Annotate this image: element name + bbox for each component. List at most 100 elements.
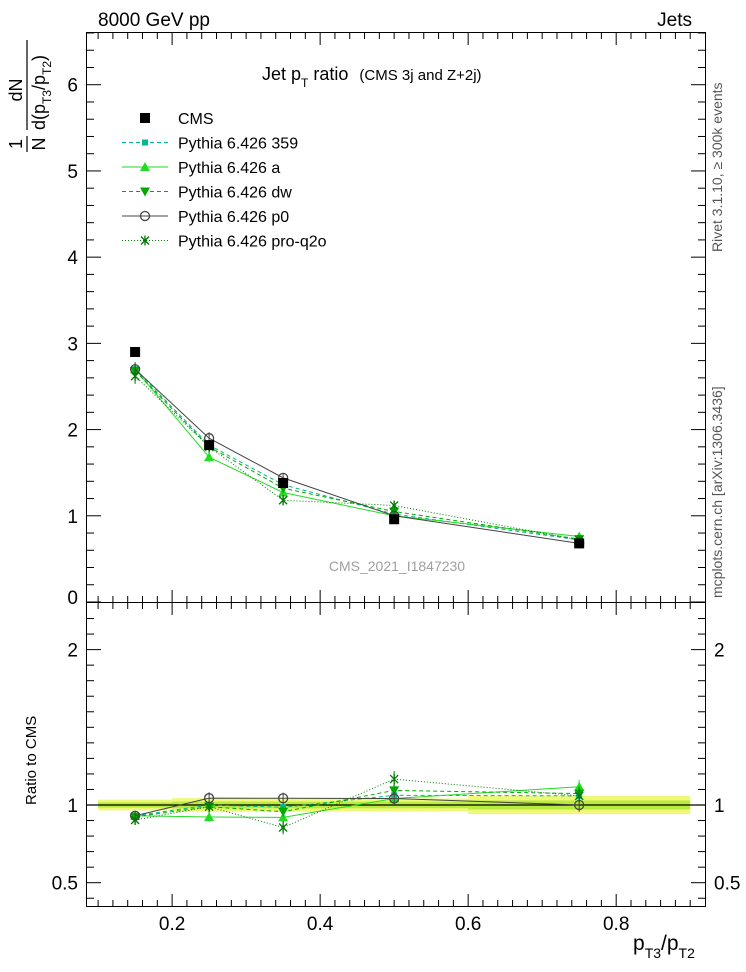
title-main-tail: ratio xyxy=(308,64,348,84)
series-cms xyxy=(130,346,585,549)
legend-entry-p359: Pythia 6.426 359 xyxy=(122,136,298,153)
legend-entry-dw: Pythia 6.426 dw xyxy=(122,185,292,202)
ratio-y-tick-label: 0.5 xyxy=(52,874,78,895)
ylabel-deriv-den: d(pT3/pT2) xyxy=(29,55,54,130)
main-y-tick-label: 2 xyxy=(67,421,78,442)
title-main: Jet p xyxy=(262,64,301,84)
ratio-marker-proq2o xyxy=(204,801,214,812)
ratio-y-tick-label-right: 2 xyxy=(714,641,725,662)
ratio-marker-proq2o xyxy=(389,774,399,785)
main-series-layer xyxy=(129,346,585,549)
ratio-series-layer xyxy=(129,771,585,835)
legend-label-cms: CMS xyxy=(178,111,214,128)
x-tick-label: 0.4 xyxy=(307,914,334,935)
ylabel-sub1: T3 xyxy=(40,90,54,104)
marker-cms xyxy=(204,440,215,451)
main-axis-ticks: 0 1 2 3 4 5 6 xyxy=(67,32,705,609)
ratio-marker-proq2o xyxy=(574,790,584,801)
legend-marker-cms xyxy=(140,113,150,123)
legend-entry-a: Pythia 6.426 a xyxy=(122,160,280,177)
ratio-y-tick-label: 1 xyxy=(67,796,78,817)
main-y-tick-label: 5 xyxy=(67,162,78,183)
plot-title: Jet pT ratio (CMS 3j and Z+2j) xyxy=(262,64,482,90)
rivet-label: Rivet 3.1.10, ≥ 300k events xyxy=(709,82,725,252)
main-y-axis-label: 1 N dN d(pT3/pT2) xyxy=(6,40,54,152)
main-y-tick-label: 0 xyxy=(67,588,78,609)
ratio-panel-frame xyxy=(86,602,706,907)
analysis-watermark: CMS_2021_I1847230 xyxy=(329,558,465,574)
ratio-marker-proq2o xyxy=(130,815,140,826)
ratio-y-tick-label-right: 0.5 xyxy=(714,874,740,895)
process-label: Jets xyxy=(657,10,692,31)
legend-entry-p0: Pythia 6.426 p0 xyxy=(122,209,289,226)
series-line-proq2o xyxy=(134,375,580,541)
ratio-axis-ticks: 0.2 0.4 0.6 0.8 0.5 0.5 1 1 2 2 xyxy=(52,603,740,935)
ratio-marker-p0 xyxy=(277,793,289,804)
series-line-dw xyxy=(134,370,580,540)
xlabel-p1: p xyxy=(633,932,645,955)
xlabel-s2: T2 xyxy=(679,945,696,961)
title-detail: (CMS 3j and Z+2j) xyxy=(359,67,481,84)
ratio-y-tick-label-right: 1 xyxy=(714,796,725,817)
legend-label-p359: Pythia 6.426 359 xyxy=(178,136,298,153)
series-dw xyxy=(130,364,585,545)
x-tick-label: 0.8 xyxy=(603,914,629,935)
marker-dw xyxy=(389,507,400,517)
x-tick-label: 0.2 xyxy=(159,914,185,935)
ylabel-frac-den: N xyxy=(29,138,49,151)
ratio-y-axis-label: Ratio to CMS xyxy=(23,716,40,805)
legend-label-p0: Pythia 6.426 p0 xyxy=(178,209,289,226)
legend-entry-proq2o: Pythia 6.426 pro-q2o xyxy=(122,234,327,251)
marker-proq2o xyxy=(278,495,288,506)
xlabel-slash: /p xyxy=(661,932,679,955)
legend-label-dw: Pythia 6.426 dw xyxy=(178,185,292,202)
series-line-a xyxy=(134,368,580,537)
main-y-tick-label: 6 xyxy=(67,76,78,97)
legend-marker-p0 xyxy=(139,210,151,222)
marker-cms xyxy=(389,514,400,525)
marker-cms xyxy=(278,478,289,489)
ratio-marker-dw xyxy=(389,786,400,796)
main-y-tick-label: 1 xyxy=(67,507,78,528)
title-main-sub: T xyxy=(301,76,309,90)
ylabel-slash: /p xyxy=(29,75,49,90)
legend-marker-p359 xyxy=(142,139,148,146)
series-p359 xyxy=(132,362,583,543)
site-label: mcplots.cern.ch [arXiv:1306.3436] xyxy=(709,386,725,598)
legend-label-a: Pythia 6.426 a xyxy=(178,160,280,177)
ratio-marker-a xyxy=(204,811,215,821)
xlabel-s1: T3 xyxy=(645,945,662,961)
marker-a xyxy=(204,452,215,462)
ylabel-close: ) xyxy=(29,55,49,61)
x-axis-label: pT3/pT2 xyxy=(633,932,695,961)
marker-proq2o xyxy=(130,371,140,382)
ratio-y-tick-label: 2 xyxy=(67,641,78,662)
energy-label: 8000 GeV pp xyxy=(98,10,210,31)
legend-marker-dw xyxy=(140,187,150,197)
marker-cms xyxy=(130,346,141,357)
ratio-marker-a xyxy=(574,781,585,791)
x-tick-label: 0.6 xyxy=(455,914,481,935)
series-proq2o xyxy=(130,368,584,545)
series-a xyxy=(130,362,585,541)
series-line-p0 xyxy=(134,368,580,544)
legend-marker-proq2o xyxy=(140,235,150,246)
main-y-tick-label: 3 xyxy=(67,334,78,355)
series-p0 xyxy=(129,362,585,549)
legend: CMS Pythia 6.426 359 Pythia 6.426 a Pythia … xyxy=(122,111,327,251)
ylabel-sub2: T2 xyxy=(40,61,54,75)
ylabel-deriv-d: d(p xyxy=(29,104,49,130)
marker-cms xyxy=(574,538,585,549)
ratio-series-proq2o xyxy=(130,771,584,835)
ratio-marker-p0 xyxy=(388,793,400,804)
ylabel-frac-num: 1 xyxy=(6,139,26,149)
main-y-tick-label: 4 xyxy=(67,248,78,269)
ratio-marker-proq2o xyxy=(278,822,288,833)
marker-proq2o xyxy=(389,500,399,511)
series-line-p359 xyxy=(134,368,580,541)
ylabel-deriv-num: dN xyxy=(6,78,26,101)
ratio-marker-dw xyxy=(278,807,289,817)
legend-entry-cms: CMS xyxy=(140,111,214,128)
legend-label-proq2o: Pythia 6.426 pro-q2o xyxy=(178,234,327,251)
